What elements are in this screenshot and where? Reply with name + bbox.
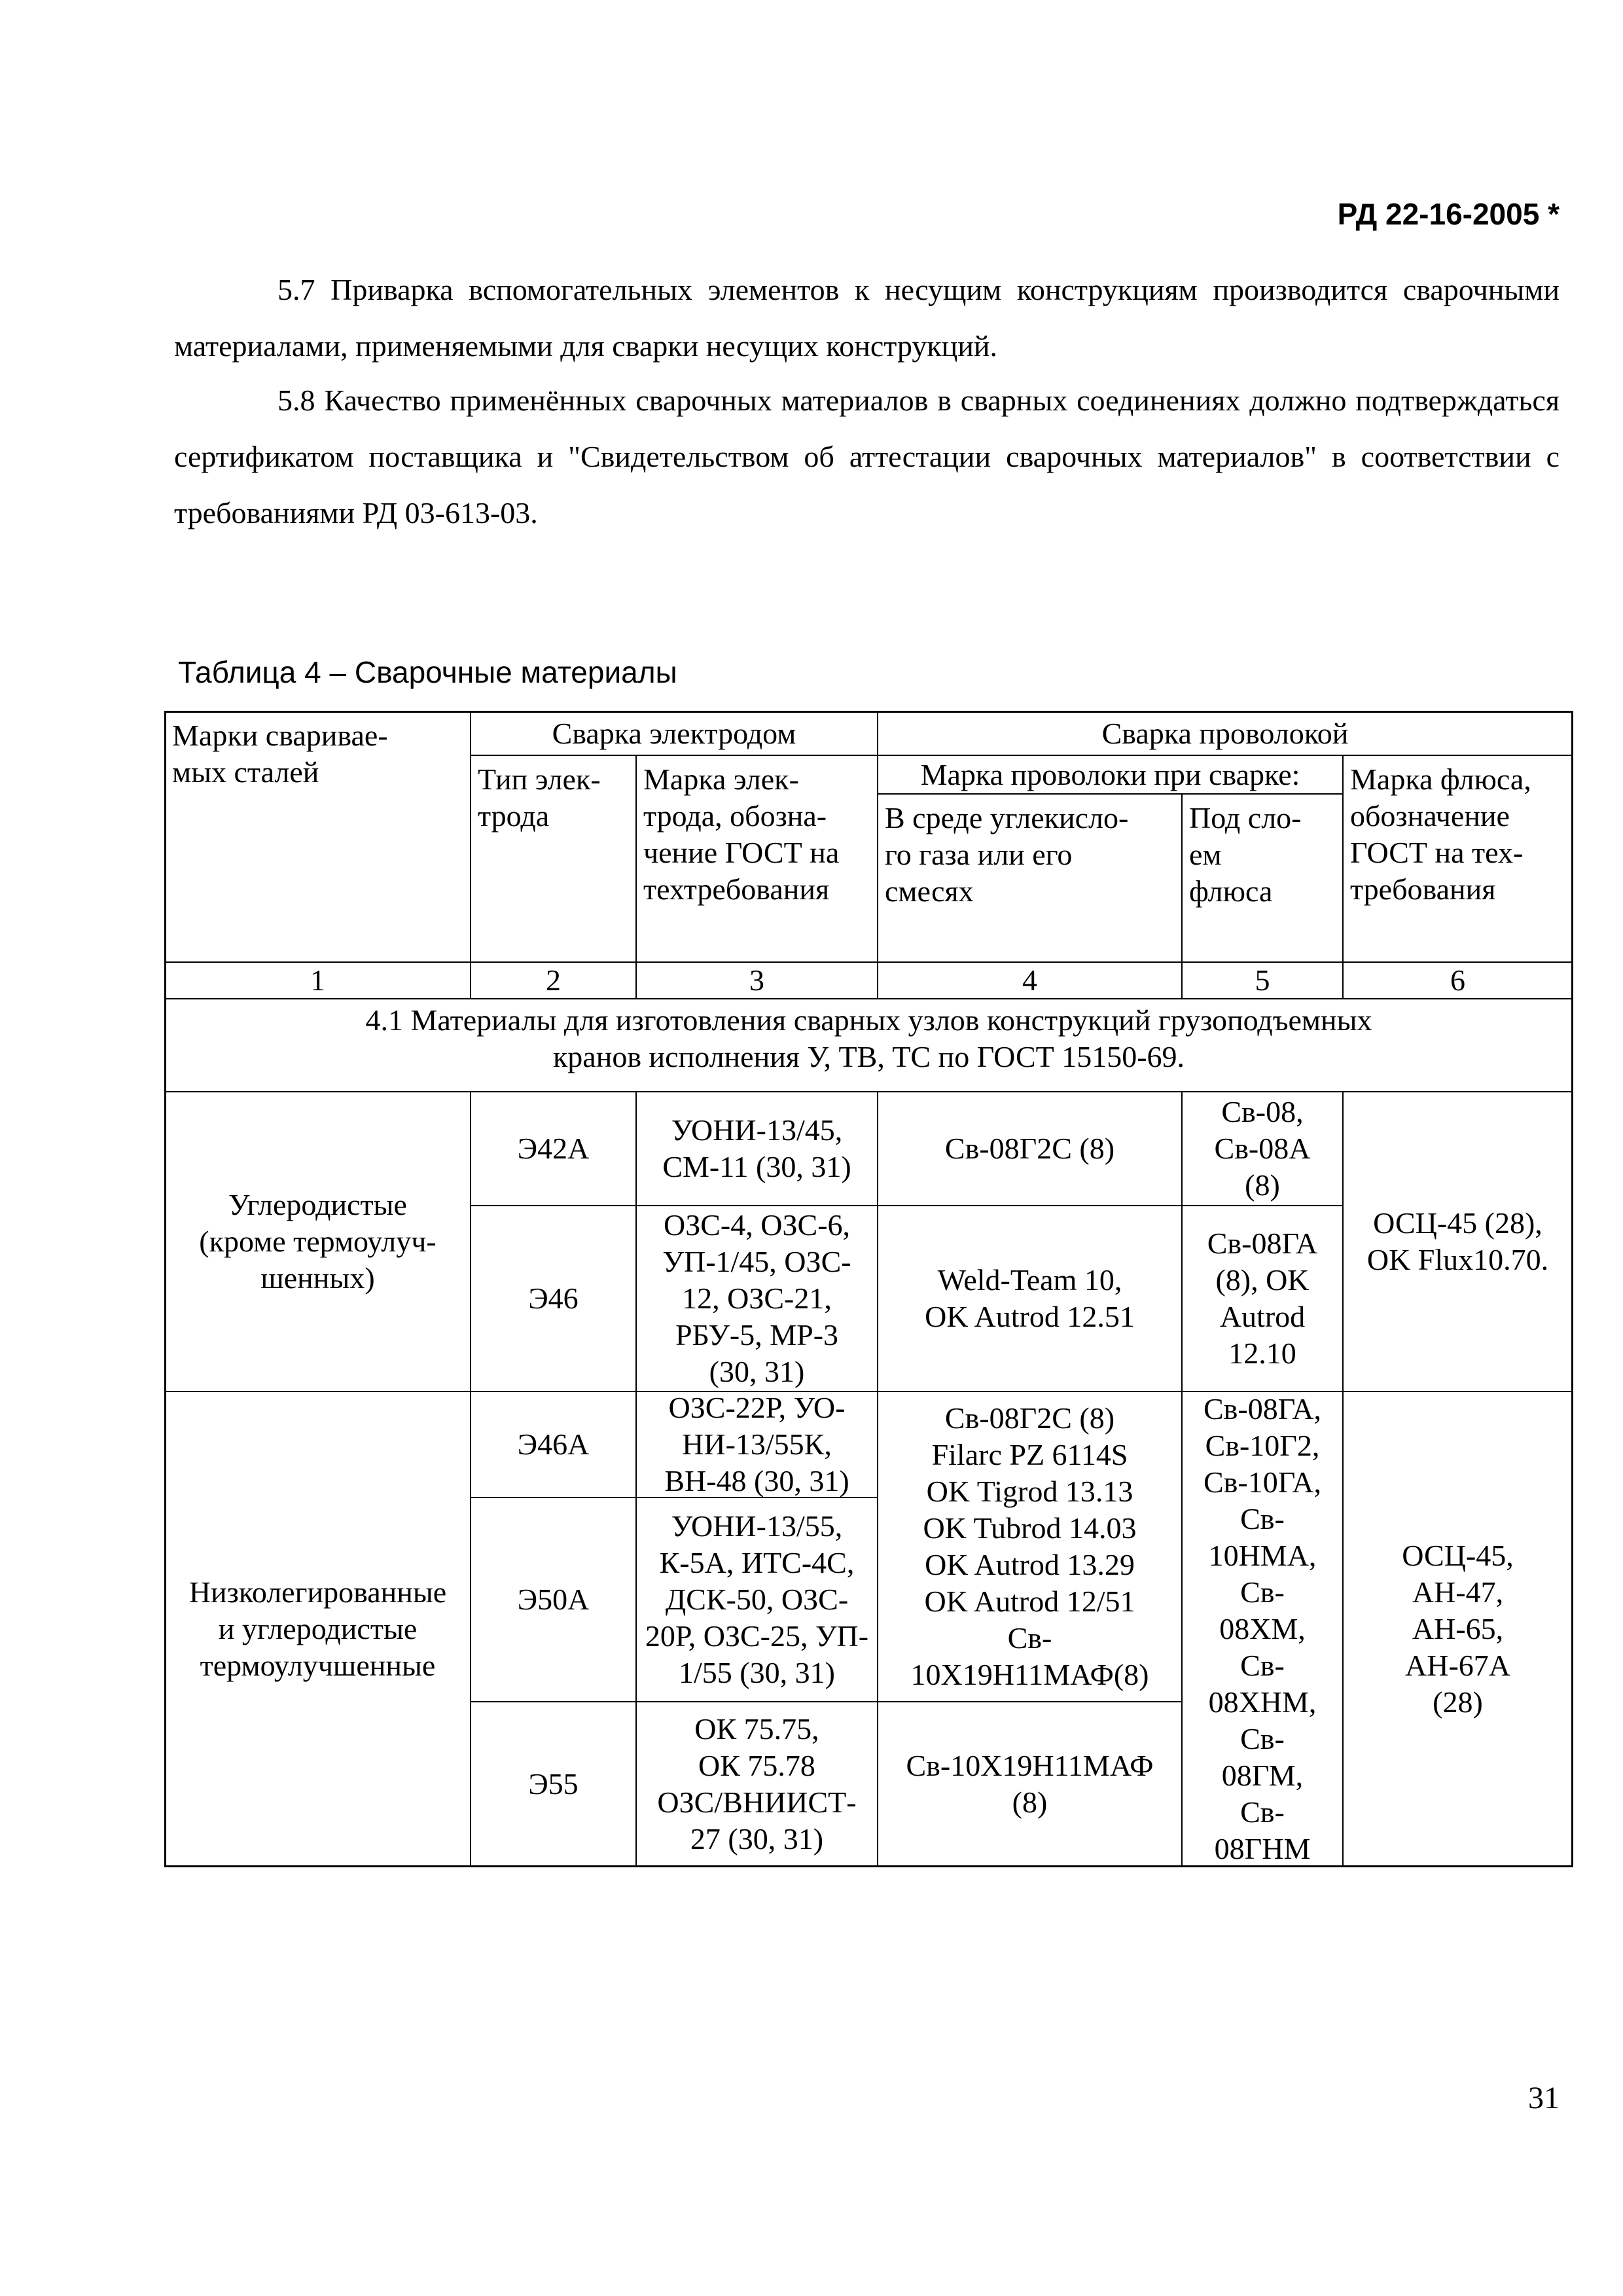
electrode-type-cell-text: Э46 xyxy=(528,1282,579,1315)
co2-wire-cell-text: Св-08Г2С (8) xyxy=(944,1132,1115,1165)
electrode-type-cell: Э42А xyxy=(471,1092,636,1206)
column-number-text: 3 xyxy=(749,963,764,997)
electrode-brand-cell-text: УОНИ-13/45, СМ-11 (30, 31) xyxy=(662,1113,851,1183)
co2-wire-cell: Св-10Х19Н11МАФ (8) xyxy=(878,1702,1182,1867)
column-number-text: 6 xyxy=(1450,963,1465,997)
electrode-type-cell-text: Э50А xyxy=(517,1583,590,1616)
column-number: 5 xyxy=(1182,962,1343,999)
co2-wire-cell-text: Св-08Г2С (8) Filarc PZ 6114S OK Tigrod 1… xyxy=(910,1401,1149,1691)
flux-cell: ОСЦ-45 (28), OK Flux10.70. xyxy=(1343,1092,1573,1391)
column-number: 4 xyxy=(878,962,1182,999)
electrode-brand-cell: УОНИ-13/55, К-5А, ИТС-4С, ДСК-50, ОЗС- 2… xyxy=(636,1498,878,1702)
header-steel-grades: Марки сваривае- мых сталей xyxy=(165,711,471,962)
flux-cell-text: ОСЦ-45 (28), OK Flux10.70. xyxy=(1366,1206,1549,1276)
document-code: РД 22-16-2005 * xyxy=(1337,197,1560,231)
flux-wire-cell-text: Св-08ГА (8), OK Autrod 12.10 xyxy=(1207,1227,1318,1370)
header-co2-text: В среде углекисло- го газа или его смеся… xyxy=(885,801,1129,908)
steel-group-cell: Низколегированные и углеродистые термоул… xyxy=(165,1391,471,1867)
steel-group-cell-text: Низколегированные и углеродистые термоул… xyxy=(188,1575,447,1682)
column-number: 1 xyxy=(165,962,471,999)
electrode-type-cell-text: Э46А xyxy=(517,1427,590,1461)
flux-cell: ОСЦ-45, АН-47, АН-65, АН-67А (28) xyxy=(1343,1391,1573,1867)
flux-wire-cell: Св-08, Св-08А (8) xyxy=(1182,1092,1343,1206)
electrode-type-cell: Э46 xyxy=(471,1206,636,1391)
flux-wire-cell: Св-08ГА (8), OK Autrod 12.10 xyxy=(1182,1206,1343,1391)
paragraph-5-8: 5.8 Качество применённых сварочных матер… xyxy=(174,384,1560,529)
paragraph-5-7: 5.7 Приварка вспомогательных элементов к… xyxy=(174,273,1560,363)
electrode-brand-cell: ОЗС-4, ОЗС-6, УП-1/45, ОЗС- 12, ОЗС-21, … xyxy=(636,1206,878,1391)
electrode-type-cell-text: Э42А xyxy=(517,1132,590,1165)
electrode-brand-cell: УОНИ-13/45, СМ-11 (30, 31) xyxy=(636,1092,878,1206)
steel-group-cell-text: Углеродистые (кроме термоулуч- шенных) xyxy=(199,1188,437,1295)
co2-wire-cell-text: Св-10Х19Н11МАФ (8) xyxy=(906,1749,1154,1819)
column-number-text: 4 xyxy=(1022,963,1037,997)
steel-group-cell: Углеродистые (кроме термоулуч- шенных) xyxy=(165,1092,471,1391)
co2-wire-cell-text: Weld-Team 10, OK Autrod 12.51 xyxy=(925,1263,1135,1333)
header-wire-welding: Сварка проволокой xyxy=(878,711,1573,755)
column-number: 6 xyxy=(1343,962,1573,999)
electrode-brand-cell: ОК 75.75, ОК 75.78 ОЗС/ВНИИСТ- 27 (30, 3… xyxy=(636,1702,878,1867)
table-title: Таблица 4 – Сварочные материалы xyxy=(178,655,677,689)
header-wire-brand-text: Марка проволоки при сварке: xyxy=(920,757,1300,791)
flux-cell-text: ОСЦ-45, АН-47, АН-65, АН-67А (28) xyxy=(1402,1539,1514,1719)
column-number-text: 2 xyxy=(546,963,561,997)
header-flux-layer: Под сло- ем флюса xyxy=(1182,794,1343,962)
co2-wire-cell: Св-08Г2С (8) xyxy=(878,1092,1182,1206)
electrode-brand-cell-text: УОНИ-13/55, К-5А, ИТС-4С, ДСК-50, ОЗС- 2… xyxy=(645,1509,869,1689)
flux-wire-cell-text: Св-08, Св-08А (8) xyxy=(1214,1095,1311,1202)
header-electrode-brand-text: Марка элек- трода, обозна- чение ГОСТ на… xyxy=(643,762,840,906)
co2-wire-cell: Weld-Team 10, OK Autrod 12.51 xyxy=(878,1206,1182,1391)
electrode-brand-cell: ОЗС-22Р, УО- НИ-13/55К, ВН-48 (30, 31) xyxy=(636,1391,878,1498)
column-number: 2 xyxy=(471,962,636,999)
electrode-brand-cell-text: ОЗС-4, ОЗС-6, УП-1/45, ОЗС- 12, ОЗС-21, … xyxy=(662,1208,851,1388)
column-number: 3 xyxy=(636,962,878,999)
co2-wire-cell: Св-08Г2С (8) Filarc PZ 6114S OK Tigrod 1… xyxy=(878,1391,1182,1702)
header-wire-brand: Марка проволоки при сварке: xyxy=(878,755,1343,794)
header-electrode-welding: Сварка электродом xyxy=(471,711,878,755)
column-number-text: 5 xyxy=(1255,963,1270,997)
header-electrode-welding-text: Сварка электродом xyxy=(552,716,796,750)
electrode-brand-cell-text: ОЗС-22Р, УО- НИ-13/55К, ВН-48 (30, 31) xyxy=(664,1391,849,1498)
header-steel-grades-text: Марки сваривае- мых сталей xyxy=(172,719,388,789)
header-co2: В среде углекисло- го газа или его смеся… xyxy=(878,794,1182,962)
header-flux-brand-text: Марка флюса, обозначение ГОСТ на тех- тр… xyxy=(1350,762,1531,906)
header-electrode-type-text: Тип элек- трода xyxy=(478,762,601,833)
header-flux-layer-text: Под сло- ем флюса xyxy=(1189,801,1302,908)
column-number-text: 1 xyxy=(310,963,325,997)
section-row: 4.1 Материалы для изготовления сварных у… xyxy=(165,999,1573,1092)
page-number: 31 xyxy=(1528,2081,1560,2115)
header-flux-brand: Марка флюса, обозначение ГОСТ на тех- тр… xyxy=(1343,755,1573,962)
electrode-type-cell: Э55 xyxy=(471,1702,636,1867)
section-row-text: 4.1 Материалы для изготовления сварных у… xyxy=(365,1003,1372,1073)
header-electrode-brand: Марка элек- трода, обозна- чение ГОСТ на… xyxy=(636,755,878,962)
electrode-type-cell-text: Э55 xyxy=(528,1767,579,1801)
header-wire-welding-text: Сварка проволокой xyxy=(1101,716,1349,750)
electrode-type-cell: Э50А xyxy=(471,1498,636,1702)
electrode-type-cell: Э46А xyxy=(471,1391,636,1498)
flux-wire-cell: Св-08ГА, Св-10Г2, Св-10ГА, Св- 10НМА, Св… xyxy=(1182,1391,1343,1867)
electrode-brand-cell-text: ОК 75.75, ОК 75.78 ОЗС/ВНИИСТ- 27 (30, 3… xyxy=(657,1712,857,1856)
header-electrode-type: Тип элек- трода xyxy=(471,755,636,962)
flux-wire-cell-text: Св-08ГА, Св-10Г2, Св-10ГА, Св- 10НМА, Св… xyxy=(1203,1392,1322,1865)
